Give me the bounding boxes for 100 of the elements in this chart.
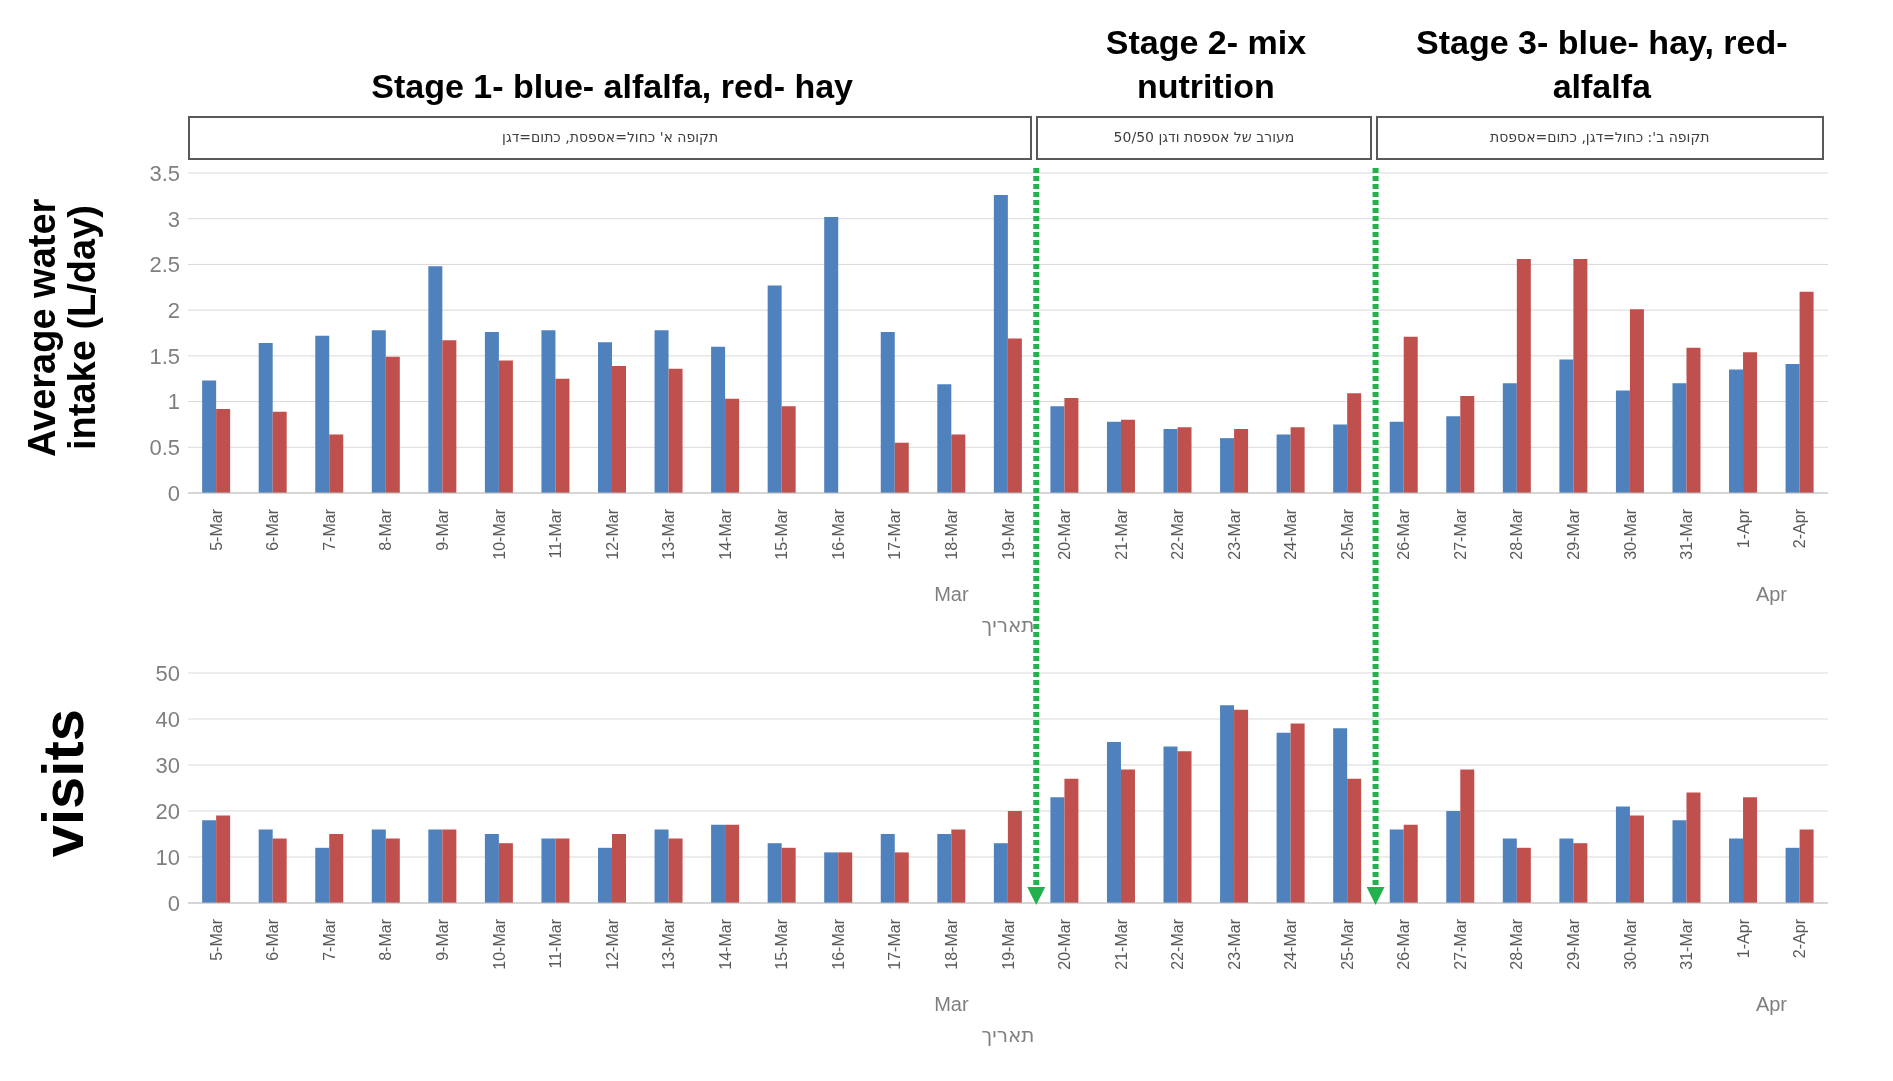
x-tick-label: 10-Mar <box>490 508 508 560</box>
bar <box>329 434 344 493</box>
text: תקופה ב': כחול=דגן, כתום=אספסת <box>1375 116 1824 160</box>
bar <box>1276 732 1291 903</box>
bar <box>668 368 683 493</box>
bar <box>1163 429 1178 493</box>
x-tick-label: 7-Mar <box>320 918 338 961</box>
x-tick-label: 16-Mar <box>829 918 847 970</box>
x-tick-label: 25-Mar <box>1338 508 1356 560</box>
bar <box>781 847 796 903</box>
x-tick-label: 2-Apr <box>1791 918 1809 959</box>
x-tick-label: 14-Mar <box>716 918 734 970</box>
x-tick-label: 1-Apr <box>1734 918 1752 959</box>
x-tick-label: 20-Mar <box>1056 508 1074 560</box>
bar <box>1559 359 1574 493</box>
bar <box>1403 336 1418 493</box>
bar <box>1120 419 1135 493</box>
bar <box>668 838 683 903</box>
bar <box>1064 778 1079 903</box>
bar <box>1729 369 1744 493</box>
x-tick-label: 18-Mar <box>942 918 960 970</box>
x-tick-label: 22-Mar <box>1169 508 1187 560</box>
bar <box>498 843 513 903</box>
y-tick-label: 0 <box>167 890 180 916</box>
bar <box>428 829 443 903</box>
x-tick-label: 9-Mar <box>433 508 451 551</box>
x-tick-label: 13-Mar <box>660 918 678 970</box>
x-tick-label: 30-Mar <box>1621 918 1639 970</box>
y-axis-title: visits <box>29 708 95 858</box>
y-tick-label: 1 <box>167 389 180 415</box>
bar <box>1007 338 1022 493</box>
bar <box>654 829 669 903</box>
bar <box>1729 838 1744 903</box>
x-tick-label: 7-Mar <box>320 508 338 551</box>
x-tick-label: 10-Mar <box>490 918 508 970</box>
x-tick-label: 15-Mar <box>773 918 791 970</box>
bar <box>1516 258 1531 493</box>
bar <box>1177 751 1192 903</box>
y-tick-label: 50 <box>155 660 180 686</box>
bar <box>612 365 626 493</box>
bar <box>993 843 1008 903</box>
bar <box>1460 396 1475 493</box>
bar <box>272 838 287 903</box>
bar <box>1163 746 1178 903</box>
text: Stage 3- blue- hay, red- alfalfa <box>1415 21 1789 107</box>
x-tick-label: 27-Mar <box>1451 508 1469 560</box>
text: Apr <box>1754 993 1788 1016</box>
bar <box>1446 416 1461 493</box>
bar <box>1389 829 1404 903</box>
text: תקופה א' כחול=אספסת, כתום=דגן <box>188 116 1033 160</box>
bar <box>1064 397 1079 493</box>
x-tick-label: 24-Mar <box>1282 508 1300 560</box>
bar <box>598 342 612 493</box>
bar <box>1516 847 1531 903</box>
x-tick-label: 11-Mar <box>547 918 565 969</box>
x-tick-label: 22-Mar <box>1169 918 1187 970</box>
bar <box>937 384 952 493</box>
bar <box>993 194 1008 493</box>
x-axis-title: תאריך <box>980 613 1036 637</box>
bar <box>1799 291 1814 493</box>
bar <box>555 378 570 493</box>
bar <box>1234 709 1249 903</box>
x-tick-label: 30-Mar <box>1621 508 1639 560</box>
x-tick-label: 16-Mar <box>829 508 847 560</box>
bar <box>612 834 626 903</box>
x-tick-label: 27-Mar <box>1451 918 1469 970</box>
bar <box>1573 258 1588 493</box>
x-tick-label: 19-Mar <box>999 918 1017 970</box>
x-tick-label: 17-Mar <box>886 508 904 560</box>
bar <box>329 834 344 903</box>
bar <box>428 266 443 493</box>
x-tick-label: 31-Mar <box>1678 918 1696 970</box>
bar <box>1347 778 1362 903</box>
bar <box>1629 309 1644 493</box>
bar <box>1276 434 1291 493</box>
bar <box>880 834 895 903</box>
bar <box>1333 424 1348 493</box>
x-tick-label: 17-Mar <box>886 918 904 970</box>
x-tick-label: 23-Mar <box>1225 508 1243 560</box>
bar <box>541 330 556 493</box>
bar <box>1177 427 1192 493</box>
bar <box>315 335 330 493</box>
bar <box>498 360 513 493</box>
bar <box>315 847 330 903</box>
bar <box>371 330 386 493</box>
x-tick-label: 14-Mar <box>716 508 734 560</box>
bar <box>216 408 231 493</box>
bar <box>385 356 400 493</box>
bar <box>1672 383 1687 493</box>
bar <box>1785 364 1800 493</box>
bar <box>1502 838 1517 903</box>
bar <box>1686 347 1701 493</box>
x-tick-label: 12-Mar <box>603 918 621 970</box>
bar <box>484 834 499 903</box>
bar <box>484 332 499 493</box>
bar <box>1785 847 1800 903</box>
x-tick-label: 31-Mar <box>1678 508 1696 560</box>
bar <box>1403 824 1418 903</box>
text: Stage 2- mix nutrition <box>1104 21 1308 107</box>
y-tick-label: 2.5 <box>149 252 180 278</box>
